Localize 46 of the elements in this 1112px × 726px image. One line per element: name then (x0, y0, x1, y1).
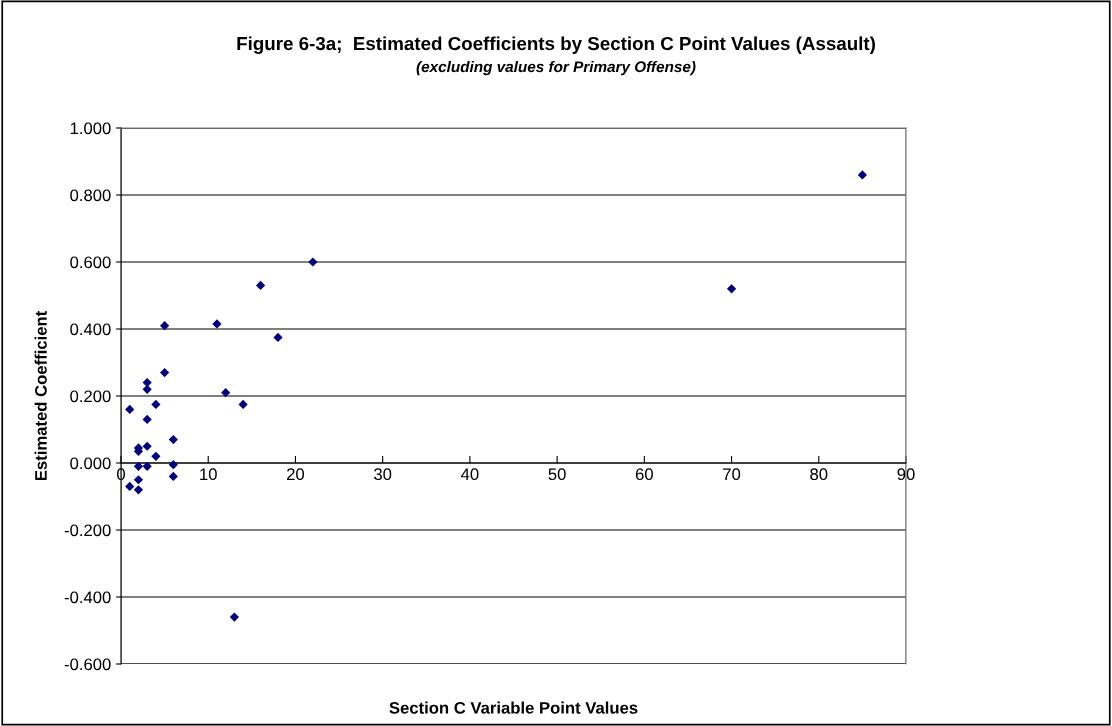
point (212, 319, 222, 329)
x-tick-label: 10 (200, 468, 217, 481)
y-tick-label: 0.800 (70, 189, 111, 202)
point (255, 280, 266, 291)
y-tick-label: 0.600 (70, 256, 111, 269)
point (125, 404, 135, 415)
point (160, 367, 170, 378)
point (142, 414, 152, 425)
x-tick-label: 20 (287, 468, 305, 481)
y-tick-label: 1.000 (70, 122, 111, 135)
y-tick-label: -0.200 (64, 524, 111, 537)
point (133, 461, 144, 471)
point (160, 321, 170, 331)
point (857, 170, 867, 180)
point (726, 284, 737, 294)
y-tick-label: 0.000 (70, 457, 111, 470)
chart-title: Figure 6-3a; Estimated Coefficients by Section C Point Values (Assault) (237, 36, 875, 54)
x-axis-title: Section C Variable Point Values (389, 701, 638, 714)
y-axis-title: Estimated Coefficient (34, 311, 47, 481)
point (168, 460, 178, 470)
x-tick-label: 60 (635, 468, 653, 481)
point (142, 441, 152, 451)
chart-subtitle: (excluding values for Primary Offense) (416, 60, 696, 76)
x-tick-label: 90 (897, 468, 915, 481)
point (221, 388, 231, 398)
point (133, 485, 144, 495)
y-tick-label: 0.200 (70, 390, 111, 403)
x-tick-label: 30 (374, 468, 392, 481)
point (238, 399, 248, 409)
x-tick-label: 50 (548, 468, 566, 481)
point (308, 257, 318, 267)
point (151, 451, 161, 461)
point (133, 475, 144, 485)
y-tick-label: -0.600 (64, 658, 111, 671)
x-tick-label: 40 (461, 468, 479, 481)
x-tick-label: 80 (810, 468, 828, 481)
y-tick-label: 0.400 (70, 323, 111, 336)
x-tick-label: 70 (723, 468, 741, 481)
point (273, 332, 283, 342)
point (125, 481, 135, 492)
point (168, 471, 178, 482)
y-tick-label: -0.400 (64, 591, 111, 604)
point (142, 461, 152, 471)
point (229, 612, 239, 622)
point (168, 434, 178, 445)
point (151, 399, 161, 409)
